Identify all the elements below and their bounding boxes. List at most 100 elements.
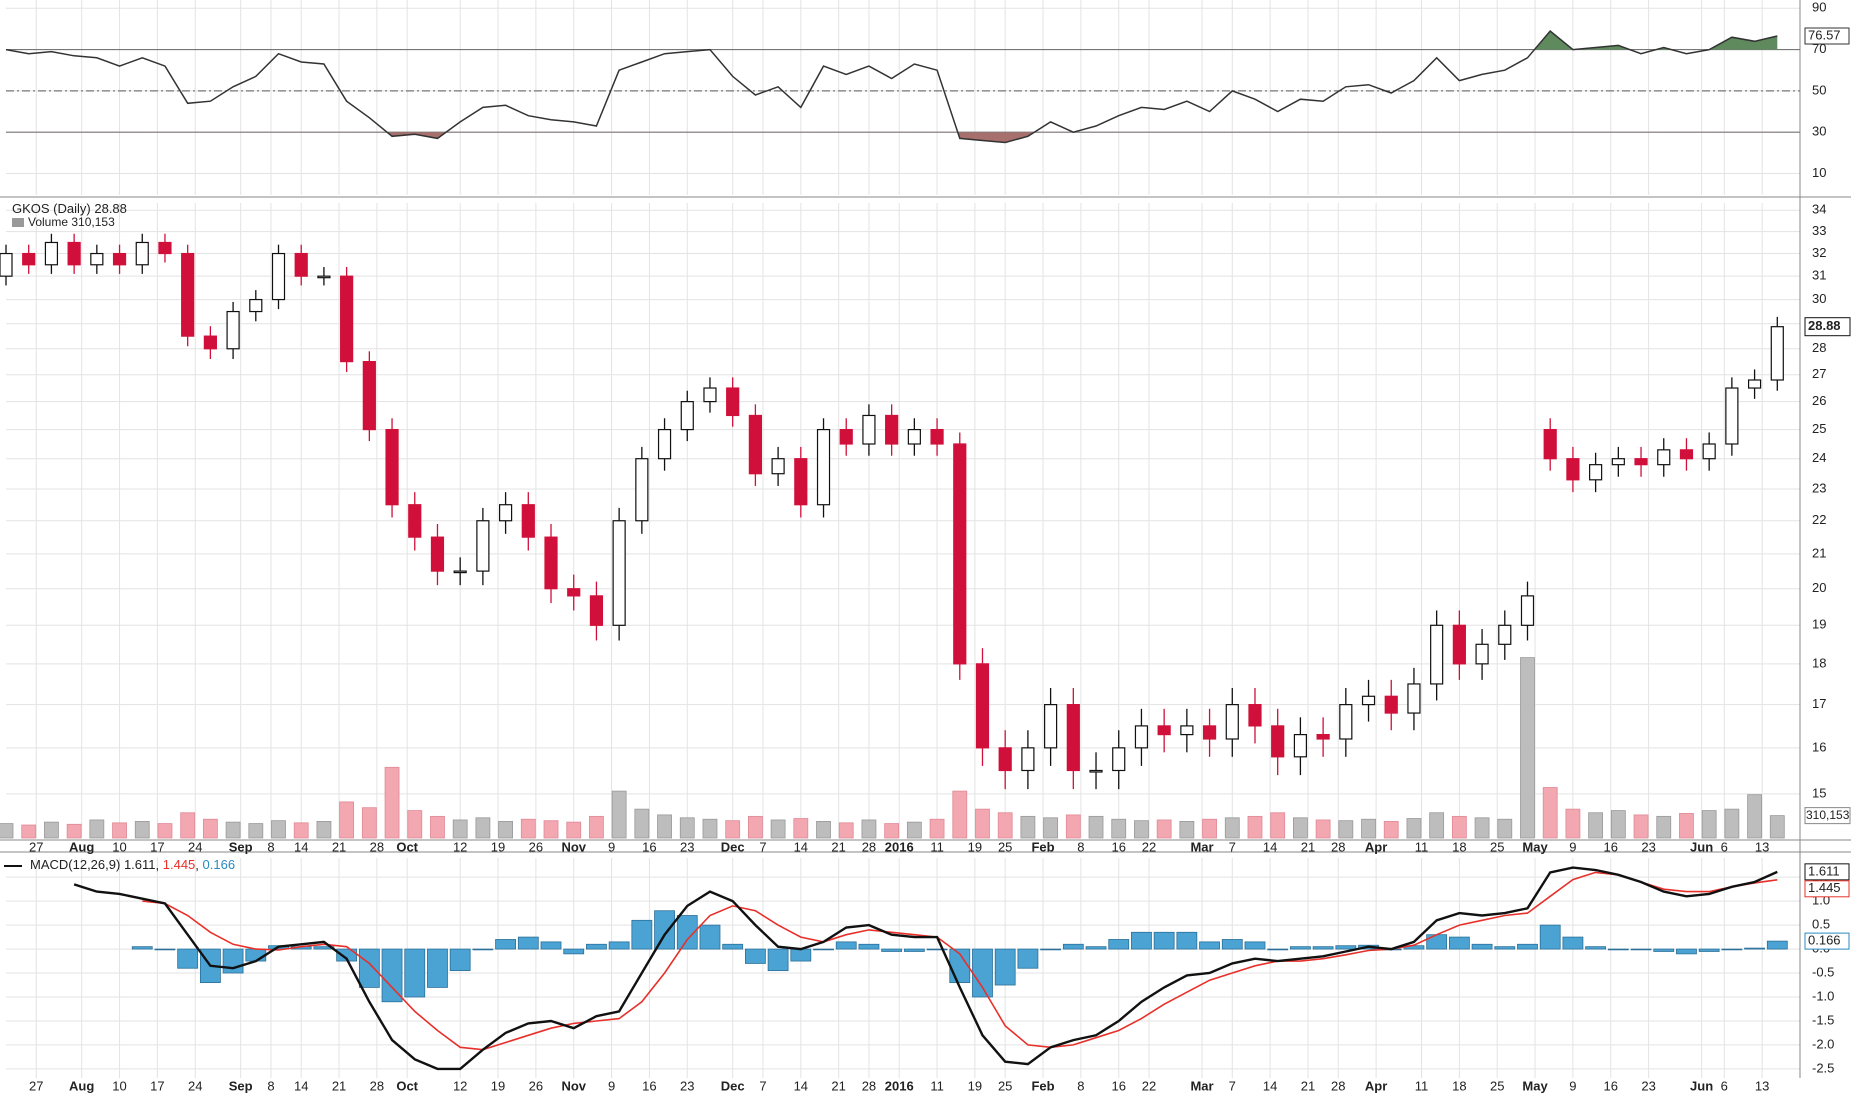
volume-bar [679,817,695,839]
macd-histogram-bar [722,943,744,950]
macd-signal-last-box [1804,880,1850,898]
macd-signal-line [142,871,1778,1051]
candle-body [657,428,672,460]
volume-bar [1383,821,1399,839]
volume-bar [202,818,218,839]
price-tick-label: 33 [1812,223,1826,238]
volume-bar [1679,813,1694,839]
volume-bar [1474,817,1490,839]
candle-body [771,458,785,475]
volume-bar [180,812,196,839]
x-tick-label: Jun [1690,839,1713,854]
macd-histogram-bar [676,915,698,950]
macd-histogram-bar [1585,946,1607,950]
x-tick-label: Oct [396,839,418,854]
volume-bar [816,821,831,839]
volume-bar [1315,819,1331,839]
x-tick-label: 14 [794,1078,808,1093]
candle-body [1066,704,1080,772]
macd-histogram-bar [1607,948,1629,951]
volume-bar [997,812,1013,839]
macd-histogram-bar [1653,948,1675,952]
x-tick-label: 18 [1452,839,1466,854]
x-tick-label: Apr [1365,1078,1387,1093]
price-tick-label: 16 [1812,739,1826,754]
candle-body [67,241,81,266]
candle-body [1271,725,1285,758]
macd-signal-last-label: 1.445 [1808,880,1841,895]
candle-body [1180,725,1194,736]
x-tick-label: Dec [721,839,745,854]
macd-histogram-bar [472,948,494,951]
macd-line [73,866,1778,1071]
volume-bar [634,808,650,839]
macd-histogram-bar [1221,939,1243,950]
macd-histogram-bar [744,948,766,964]
volume-bar [566,821,582,839]
volume-bar [66,823,82,839]
price-tick-label: 18 [1812,655,1826,670]
x-tick-label: 22 [1142,839,1156,854]
macd-line-last-box [1804,863,1850,881]
macd-histogram-bar [1244,941,1266,950]
volume-bar [1520,657,1535,839]
volume-bar [1270,812,1286,839]
volume-bar [770,819,786,839]
volume-bar [1043,817,1059,839]
volume-bar [520,818,536,839]
macd-histogram-bar [381,948,403,1003]
x-tick-label: 16 [1604,1078,1618,1093]
macd-histogram-last-box [1804,932,1850,950]
macd-histogram-bar [1131,931,1152,950]
rsi-last-label: 76.57 [1808,27,1841,42]
x-tick-label: May [1522,839,1548,854]
macd-histogram-bar [177,948,199,969]
volume-bar [747,815,763,839]
signal-last: 1.445 [163,857,196,872]
candle-body [1725,387,1739,445]
volume-bar [316,821,332,839]
macd-tick-label: -0.5 [1812,964,1834,979]
x-tick-label: 25 [998,839,1012,854]
candle-body [1770,326,1784,381]
volume-last-label: 310,153 [1806,808,1850,822]
macd-histogram-bar [222,948,244,974]
x-tick-label: 21 [332,839,346,854]
volume-bar [157,823,173,839]
x-tick-label: 26 [529,839,543,854]
volume-bar [1293,817,1308,839]
candle-body [158,241,172,255]
volume-bar [1361,818,1376,839]
volume-bar [1588,812,1604,839]
x-tick-label: Oct [396,1078,418,1093]
x-tick-label: 28 [1331,1078,1345,1093]
macd-histogram-bar [1676,948,1697,955]
macd-histogram-last-label: 0.166 [1808,933,1841,948]
volume-bar [1179,821,1195,839]
rsi-tick-label: 50 [1812,82,1826,97]
x-tick-label: 23 [680,839,694,854]
macd-histogram-bar [1539,924,1561,950]
macd-histogram-bar [540,941,562,950]
price-tick-label: 20 [1812,580,1826,595]
x-tick-label: 11 [930,1078,944,1093]
volume-bar [1156,819,1172,839]
volume-bar [361,807,377,839]
candle-body [1157,725,1171,736]
x-tick-label: 21 [1301,839,1315,854]
volume-bar [89,819,105,839]
volume-bar [1088,815,1104,839]
x-tick-label: 14 [794,839,808,854]
candle-body [1611,458,1625,466]
volume-bar [1724,808,1740,839]
legend-close: 28.88 [94,201,127,216]
price-tick-label: 23 [1812,480,1826,495]
candle-body [885,414,899,445]
volume-bar [248,823,264,839]
x-tick-label: 19 [491,839,505,854]
x-tick-label: 8 [267,1078,274,1093]
volume-bar [1451,815,1467,839]
macd-histogram-bar [495,939,516,950]
macd-histogram-bar [245,948,267,962]
